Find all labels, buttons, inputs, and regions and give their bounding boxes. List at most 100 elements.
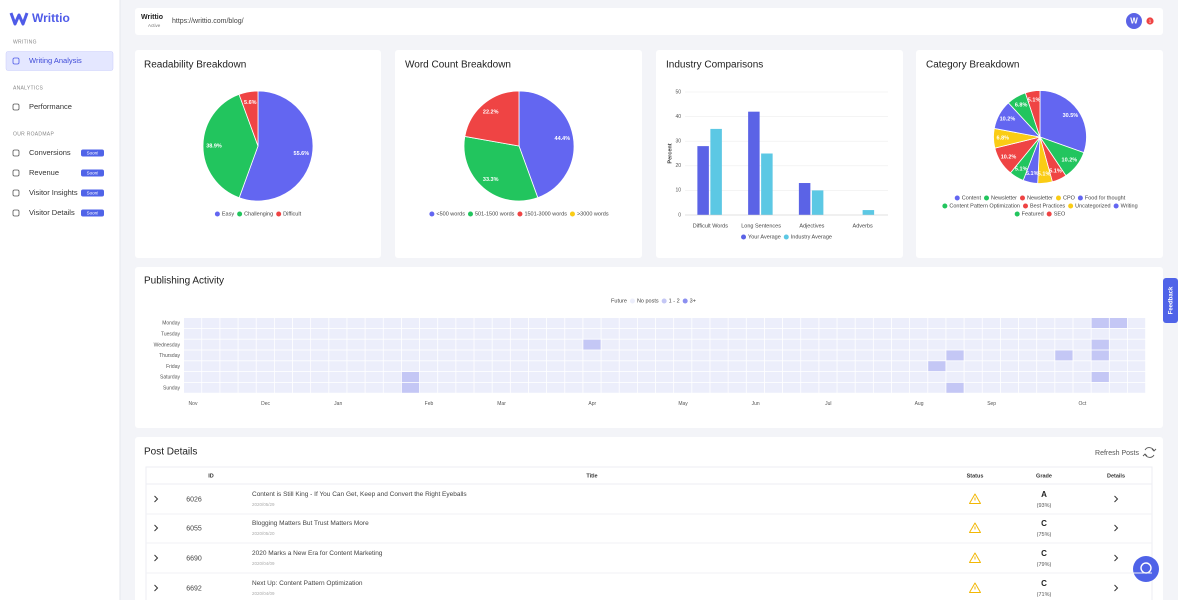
- heat-cell: [746, 372, 765, 382]
- post-title[interactable]: 2020 Marks a New Era for Content Marketi…: [252, 550, 383, 557]
- refresh-icon[interactable]: [1142, 447, 1157, 458]
- y-axis-label: Percent: [667, 143, 673, 163]
- heat-cell: [256, 350, 274, 361]
- nav-badge-label: Soon!: [87, 190, 99, 195]
- notification-count: 1: [1149, 18, 1152, 23]
- heat-cell: [438, 372, 456, 382]
- site-url[interactable]: https://writtio.com/blog/: [172, 18, 244, 25]
- heat-cell: [946, 318, 964, 328]
- feedback-tab[interactable]: [1163, 278, 1178, 323]
- heat-cell: [782, 328, 801, 339]
- heat-cell: [292, 361, 311, 372]
- heat-cell: [819, 318, 837, 328]
- heat-cell: [1073, 318, 1091, 328]
- nav-heading: WRITING: [13, 39, 37, 45]
- legend-label: CPO: [1063, 195, 1076, 201]
- heat-cell: [202, 372, 220, 382]
- post-date: 2020/04/09: [252, 591, 275, 596]
- heat-cell: [383, 361, 402, 372]
- heat-cell: [256, 372, 274, 382]
- heat-cell: [928, 328, 946, 339]
- expand-chevron[interactable]: [154, 554, 159, 562]
- heat-cell: [946, 328, 964, 339]
- heat-cell: [782, 361, 801, 372]
- heat-cell: [619, 382, 637, 393]
- expand-chevron[interactable]: [154, 495, 159, 503]
- post-date: 2020/05/29: [252, 502, 275, 507]
- expand-chevron[interactable]: [154, 524, 159, 532]
- heat-cell: [238, 328, 256, 339]
- nav-icon: [12, 209, 20, 217]
- heat-cell: [292, 372, 311, 382]
- heat-cell: [565, 361, 583, 372]
- heat-cell: [383, 328, 402, 339]
- details-chevron[interactable]: [1114, 495, 1119, 503]
- heat-cell: [674, 372, 692, 382]
- heat-cell: [692, 350, 710, 361]
- details-chevron[interactable]: [1114, 524, 1119, 532]
- nav-item[interactable]: Conversions: [29, 148, 71, 157]
- heat-cell: [202, 361, 220, 372]
- heat-cell: [837, 350, 855, 361]
- legend-label: 501-1500 words: [475, 211, 515, 217]
- legend-marker: [661, 298, 667, 304]
- heat-cell: [855, 372, 873, 382]
- legend-marker: [1077, 195, 1083, 201]
- status-warning: [969, 522, 981, 533]
- heat-cell: [256, 339, 274, 350]
- help-button[interactable]: [1133, 556, 1159, 582]
- table-frame: [145, 466, 1153, 600]
- legend-label: 1 - 2: [669, 298, 680, 304]
- heat-cell: [910, 361, 928, 372]
- heat-cell: [728, 350, 746, 361]
- post-title[interactable]: Next Up: Content Pattern Optimization: [252, 580, 363, 587]
- legend-label: Future: [611, 298, 627, 304]
- slice-label: 33.3%: [483, 177, 499, 183]
- avatar[interactable]: [1126, 13, 1142, 29]
- details-chevron[interactable]: [1114, 584, 1119, 592]
- heat-cell: [1055, 372, 1073, 382]
- heat-cell: [764, 361, 783, 372]
- nav-item[interactable]: Performance: [29, 102, 72, 111]
- legend-label: Challenging: [244, 211, 273, 217]
- post-title[interactable]: Blogging Matters But Trust Matters More: [252, 520, 369, 527]
- nav-item[interactable]: Writing Analysis: [29, 56, 82, 65]
- heat-cell: [601, 318, 619, 328]
- slice-label: 5.1%: [1015, 167, 1028, 173]
- grade-letter: A: [1041, 490, 1047, 499]
- nav-item[interactable]: Visitor Details: [29, 208, 75, 217]
- chart-title: Industry Comparisons: [666, 60, 763, 71]
- heat-cell: [184, 350, 202, 361]
- heat-cell: [329, 339, 347, 350]
- post-date: 2020/05/20: [252, 531, 275, 536]
- heat-cell: [637, 339, 656, 350]
- nav-item[interactable]: Visitor Insights: [29, 188, 78, 197]
- heat-cell: [710, 372, 728, 382]
- month-label: Feb: [425, 401, 434, 407]
- legend-marker: [942, 203, 948, 209]
- details-chevron[interactable]: [1114, 554, 1119, 562]
- refresh-button[interactable]: Refresh Posts: [1095, 450, 1139, 457]
- post-title[interactable]: Content is Still King - If You Can Get, …: [252, 491, 467, 498]
- heat-cell: [419, 372, 438, 382]
- nav-item[interactable]: Revenue: [29, 168, 59, 177]
- heat-cell: [873, 372, 892, 382]
- heat-cell: [383, 318, 402, 328]
- slice-label: 10.2%: [1000, 116, 1016, 122]
- slice-label: 5.1%: [1038, 171, 1051, 177]
- heat-cell: [583, 339, 601, 350]
- heat-cell: [238, 361, 256, 372]
- heat-cell: [184, 318, 202, 328]
- heat-cell: [456, 361, 474, 372]
- notification-badge[interactable]: [1146, 17, 1154, 25]
- expand-chevron[interactable]: [154, 584, 159, 592]
- heat-cell: [1073, 361, 1091, 372]
- heat-cell: [964, 372, 982, 382]
- heat-cell: [801, 382, 819, 393]
- heat-cell: [928, 372, 946, 382]
- heat-cell: [1091, 339, 1109, 350]
- heat-cell: [1073, 350, 1091, 361]
- avatar-letter: W: [1130, 17, 1138, 26]
- heat-cell: [1073, 372, 1091, 382]
- heat-cell: [347, 339, 365, 350]
